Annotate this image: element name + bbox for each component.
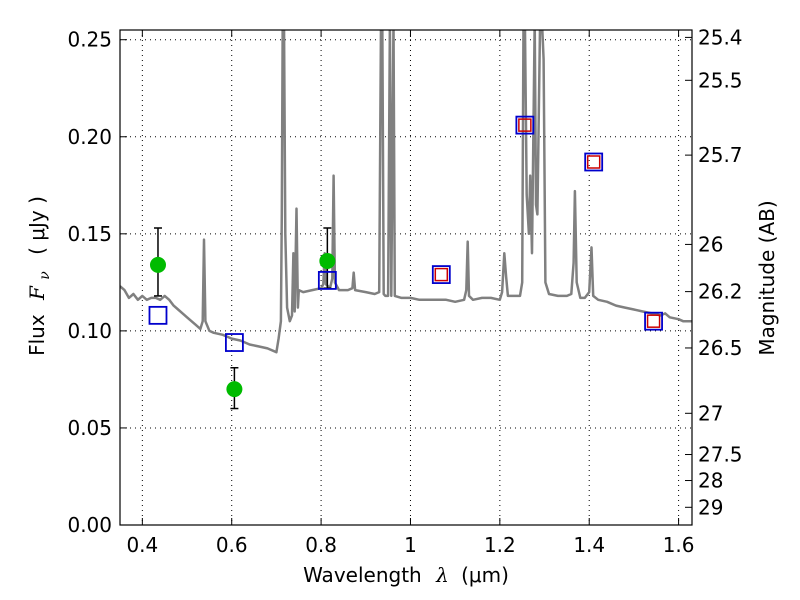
x-axis-label-symbol: λ xyxy=(435,563,449,587)
y-axis-label-text: Flux xyxy=(25,314,49,356)
y2-tick-label: 26.2 xyxy=(698,280,743,304)
y2-tick-label: 28 xyxy=(698,469,723,493)
model-point-infrared xyxy=(586,155,601,169)
grid-lines xyxy=(120,30,692,525)
observed-point xyxy=(226,381,243,398)
model-point-infrared xyxy=(518,118,532,132)
y2-tick-label: 25.5 xyxy=(698,68,743,92)
y-tick-label: 0.20 xyxy=(67,125,112,149)
y-tick-label: 0.15 xyxy=(67,222,112,246)
observed-point xyxy=(149,256,166,273)
observed-point xyxy=(319,253,336,269)
model-point xyxy=(515,115,535,135)
model-point xyxy=(148,305,168,325)
y-axis-label-unit: ( μJy ) xyxy=(25,196,49,255)
model-point xyxy=(317,271,337,290)
y2-tick-label: 29 xyxy=(698,495,723,519)
x-axis-label-unit: (μm) xyxy=(461,563,509,587)
spectrum-line xyxy=(120,30,692,354)
x-tick-label: 1.2 xyxy=(484,533,516,557)
x-tick-label: 1 xyxy=(404,533,417,557)
x-tick-label: 0.4 xyxy=(126,533,158,557)
y2-tick-label: 25.4 xyxy=(698,25,743,49)
x-axis-label-text: Wavelength xyxy=(303,563,422,587)
plot-frame xyxy=(119,29,693,526)
y-tick-label: 0.05 xyxy=(67,416,112,440)
x-tick-label: 0.8 xyxy=(305,533,337,557)
y-axis: 0.00 0.05 0.10 0.15 0.20 0.25 xyxy=(67,28,127,537)
y2-tick-label: 25.7 xyxy=(698,143,743,167)
model-point-infrared xyxy=(434,267,449,282)
model-point xyxy=(431,265,451,284)
x-axis-label: Wavelength λ (μm) xyxy=(303,563,509,587)
y-axis-label-symbol: F xyxy=(25,285,49,301)
y2-tick-label: 26 xyxy=(698,232,723,256)
y2-tick-label: 27.5 xyxy=(698,443,743,467)
clipped-data xyxy=(120,30,692,354)
y2-tick-label: 27 xyxy=(698,401,723,425)
secondary-y-axis-label: Magnitude (AB) xyxy=(755,200,779,355)
y-tick-label: 0.00 xyxy=(67,513,112,537)
y-tick-label: 0.25 xyxy=(67,28,112,52)
model-point xyxy=(224,333,244,352)
x-axis: 0.4 0.6 0.8 1 1.2 1.4 1.6 xyxy=(126,30,695,557)
model-point xyxy=(584,152,604,172)
x-tick-label: 1.6 xyxy=(663,533,695,557)
x-tick-label: 0.6 xyxy=(216,533,248,557)
y-tick-label: 0.10 xyxy=(67,319,112,343)
x-tick-label: 1.4 xyxy=(573,533,605,557)
y-axis-label-subscript: ν xyxy=(37,271,53,280)
model-point-infrared xyxy=(646,314,661,328)
model-point xyxy=(644,311,663,331)
y2-tick-label: 26.5 xyxy=(698,336,743,360)
plot-area xyxy=(120,30,692,410)
y-axis-label: Flux F ν ( μJy ) xyxy=(25,196,54,356)
